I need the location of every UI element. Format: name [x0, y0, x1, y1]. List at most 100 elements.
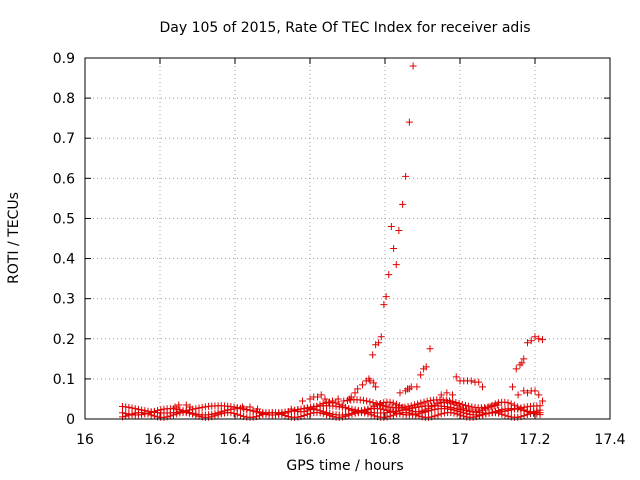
- x-tick-label: 17: [451, 432, 469, 448]
- data-point: [518, 359, 526, 367]
- x-tick-label: 17.4: [594, 432, 625, 448]
- data-point: [389, 399, 397, 407]
- data-point: [348, 406, 356, 414]
- data-point: [300, 408, 308, 416]
- y-tick-label: 0: [66, 412, 75, 428]
- data-point: [192, 411, 200, 419]
- data-point: [523, 407, 531, 415]
- data-point: [366, 377, 374, 385]
- data-point: [509, 383, 516, 391]
- data-point: [326, 412, 334, 420]
- data-point: [128, 404, 136, 412]
- data-point: [335, 400, 343, 408]
- data-point: [407, 383, 415, 391]
- data-point: [317, 391, 325, 399]
- data-point: [185, 406, 193, 414]
- y-tick-label: 0.2: [53, 332, 75, 348]
- data-point: [535, 335, 543, 343]
- data-point: [535, 391, 543, 399]
- data-point: [442, 396, 450, 404]
- data-point: [434, 411, 442, 419]
- data-point: [455, 399, 463, 407]
- data-point: [313, 402, 321, 410]
- data-point: [367, 404, 375, 412]
- data-point: [465, 402, 473, 410]
- data-point: [316, 409, 324, 417]
- data-point: [422, 363, 430, 371]
- data-point: [449, 398, 457, 406]
- chart-title: Day 105 of 2015, Rate Of TEC Index for r…: [159, 20, 530, 36]
- data-point: [428, 403, 435, 411]
- data-point: [501, 398, 509, 406]
- data-point: [431, 412, 439, 420]
- data-point: [531, 333, 539, 341]
- data-point: [332, 399, 340, 407]
- data-point: [316, 401, 324, 409]
- data-point: [310, 404, 318, 412]
- data-point: [536, 406, 544, 414]
- data-point: [493, 401, 501, 409]
- data-point: [504, 399, 512, 407]
- data-point: [372, 383, 380, 391]
- data-point: [527, 337, 535, 345]
- data-point: [468, 403, 476, 411]
- data-point: [461, 401, 469, 409]
- data-point: [405, 118, 413, 126]
- y-tick-label: 0.4: [53, 252, 75, 268]
- data-point: [189, 405, 197, 413]
- y-tick-label: 0.9: [53, 51, 75, 67]
- data-point: [233, 410, 241, 418]
- data-point: [404, 403, 412, 411]
- data-point: [240, 405, 248, 413]
- data-point: [396, 389, 404, 397]
- data-point: [392, 400, 400, 408]
- data-point: [370, 379, 378, 387]
- data-point: [310, 393, 318, 401]
- data-point: [463, 406, 471, 414]
- data-point: [386, 398, 394, 406]
- data-point: [243, 406, 251, 414]
- data-point: [359, 396, 367, 404]
- data-point: [198, 403, 206, 411]
- data-point: [392, 261, 400, 269]
- grid-layer: [85, 58, 610, 419]
- data-point: [214, 411, 222, 419]
- data-point: [211, 412, 219, 420]
- data-point: [524, 339, 531, 347]
- data-point: [409, 62, 417, 70]
- data-point: [377, 333, 385, 341]
- data-point: [379, 401, 387, 409]
- data-point: [361, 407, 369, 415]
- y-tick-label: 0.5: [53, 211, 75, 227]
- data-point: [299, 397, 306, 405]
- data-point: [205, 413, 213, 421]
- data-point: [424, 404, 432, 412]
- data-point: [507, 400, 515, 408]
- data-point: [443, 389, 451, 397]
- data-point: [531, 387, 539, 395]
- data-point: [138, 406, 146, 414]
- data-point: [410, 401, 418, 409]
- data-point: [319, 410, 327, 418]
- y-tick-label: 0.7: [53, 131, 75, 147]
- data-point: [382, 402, 390, 410]
- data-point: [530, 408, 537, 416]
- data-point: [533, 407, 541, 415]
- data-point: [125, 403, 133, 411]
- x-tick-label: 16.4: [219, 432, 250, 448]
- y-tick-label: 0.6: [53, 171, 75, 187]
- data-point: [338, 402, 346, 410]
- data-point: [319, 400, 327, 408]
- data-point: [498, 408, 506, 416]
- data-point: [380, 301, 388, 309]
- data-point: [375, 339, 383, 347]
- data-point: [341, 403, 349, 411]
- data-point: [345, 411, 353, 419]
- data-point: [421, 406, 429, 414]
- x-tick-label: 16.6: [294, 432, 325, 448]
- data-point: [233, 404, 241, 412]
- data-point: [415, 408, 423, 416]
- data-point: [401, 403, 409, 411]
- data-point: [369, 351, 377, 359]
